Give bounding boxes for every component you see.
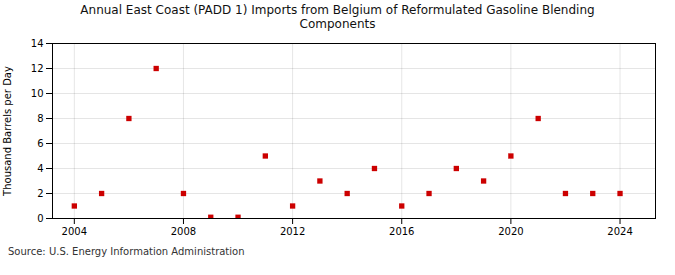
svg-text:14: 14 (31, 38, 44, 49)
svg-text:2012: 2012 (280, 226, 305, 237)
svg-text:2008: 2008 (171, 226, 196, 237)
svg-text:10: 10 (31, 88, 44, 99)
svg-text:4: 4 (37, 163, 43, 174)
svg-text:2004: 2004 (62, 226, 87, 237)
svg-text:Thousand Barrels per Day: Thousand Barrels per Day (2, 66, 13, 197)
html-text:Source: U.S. Energy Informatio: Source: U.S. Energy Information Administ… (8, 246, 245, 257)
svg-text:2024: 2024 (607, 226, 632, 237)
html-text:Annual East Coast (PADD 1) Imp: Annual East Coast (PADD 1) Imports from … (80, 3, 595, 31)
svg-text:0: 0 (37, 213, 43, 224)
svg-text:2: 2 (37, 188, 43, 199)
svg-text:8: 8 (37, 113, 43, 124)
svg-text:2016: 2016 (389, 226, 414, 237)
svg-text:12: 12 (31, 63, 44, 74)
svg-text:2020: 2020 (498, 226, 523, 237)
svg-text:6: 6 (37, 138, 43, 149)
